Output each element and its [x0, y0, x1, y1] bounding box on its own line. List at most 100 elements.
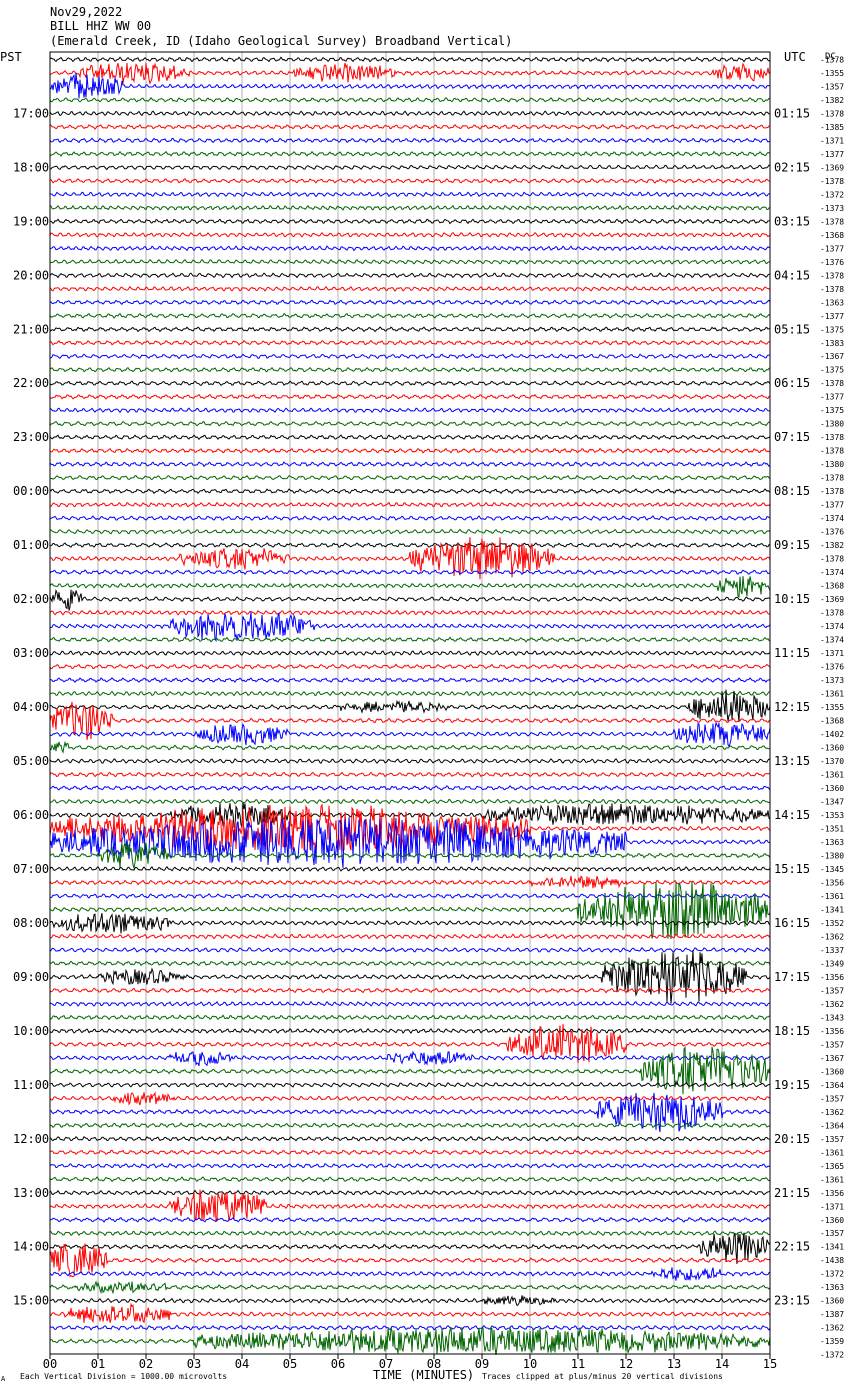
trace-row-58 — [49, 817, 771, 868]
dc-offset-label: -1362 — [820, 1108, 844, 1117]
x-tick-label: 12 — [619, 1357, 633, 1371]
right-hour-label: 23:15 — [774, 1294, 810, 1308]
dc-offset-label: -1345 — [820, 865, 844, 874]
trace-row-6 — [49, 137, 771, 144]
x-tick-label: 07 — [379, 1357, 393, 1371]
trace-row-23 — [49, 366, 771, 373]
trace-row-30 — [49, 461, 771, 468]
trace-row-88 — [49, 1232, 771, 1264]
dc-offset-label: -1378 — [820, 285, 844, 294]
right-hour-label: 17:15 — [774, 970, 810, 984]
right-hour-label: 01:15 — [774, 106, 810, 120]
dc-offset-label: -1341 — [820, 905, 844, 914]
trace-row-26 — [49, 407, 771, 414]
right-hour-label: 04:15 — [774, 268, 810, 282]
dc-offset-label: -1368 — [820, 582, 844, 591]
dc-offset-label: -1356 — [820, 1027, 844, 1036]
left-hour-label: 23:00 — [13, 430, 49, 444]
dc-offset-label: -1353 — [820, 811, 844, 820]
right-hour-label: 21:15 — [774, 1186, 810, 1200]
trace-row-76 — [49, 1081, 770, 1088]
dc-offset-label: -1361 — [820, 771, 844, 780]
dc-offset-label: -1369 — [820, 595, 844, 604]
dc-offset-label: -1377 — [820, 150, 844, 159]
dc-offset-label: -1382 — [820, 96, 844, 105]
trace-row-90 — [49, 1267, 771, 1281]
x-tick-label: 13 — [667, 1357, 681, 1371]
left-hour-label: 03:00 — [13, 646, 49, 660]
trace-row-93 — [49, 1302, 771, 1324]
trace-row-36 — [49, 542, 771, 549]
trace-row-55 — [50, 798, 771, 805]
trace-row-57 — [49, 803, 771, 852]
trace-row-34 — [49, 515, 771, 522]
dc-offset-label: -1368 — [820, 717, 844, 726]
trace-row-33 — [49, 501, 771, 508]
left-hour-label: 11:00 — [13, 1078, 49, 1092]
x-tick-label: 10 — [523, 1357, 537, 1371]
right-hour-label: 18:15 — [774, 1024, 810, 1038]
trace-row-52 — [49, 758, 771, 764]
trace-row-32 — [49, 488, 771, 495]
trace-row-37 — [49, 537, 771, 580]
x-axis-ticks: 00 01 02 03 04 05 06 07 08 09 10 11 12 13 14 15 — [43, 1354, 777, 1371]
dc-offset-label: -1363 — [820, 298, 844, 307]
dc-offset-label: -1343 — [820, 1013, 844, 1022]
x-tick-label: 09 — [475, 1357, 489, 1371]
trace-row-24 — [49, 380, 771, 387]
dc-offset-label: -1367 — [820, 352, 844, 361]
dc-offset-label: -1357 — [820, 1135, 844, 1144]
right-hour-label: 13:15 — [774, 754, 810, 768]
dc-offset-label: -1376 — [820, 528, 844, 537]
trace-row-38 — [49, 569, 771, 575]
left-hour-label: 07:00 — [13, 862, 49, 876]
x-tick-label: 04 — [235, 1357, 249, 1371]
dc-offset-label: -1362 — [820, 1324, 844, 1333]
dc-offset-label: -1378 — [820, 177, 844, 186]
dc-offset-label: -1372 — [820, 1351, 844, 1360]
trace-row-70 — [49, 1000, 771, 1007]
dc-offset-label: -1373 — [820, 676, 844, 685]
left-hour-label: 15:00 — [13, 1294, 49, 1308]
dc-offset-label: -1402 — [820, 730, 844, 739]
left-hour-label: 13:00 — [13, 1186, 49, 1200]
trace-row-72 — [49, 1027, 771, 1034]
left-hour-label: 18:00 — [13, 160, 49, 174]
seismic-traces — [49, 56, 771, 1355]
left-hour-label: 00:00 — [13, 484, 49, 498]
trace-row-7 — [49, 150, 771, 157]
dc-offset-label: -1357 — [820, 1229, 844, 1238]
dc-offset-label: -1357 — [820, 1040, 844, 1049]
left-hour-label: 02:00 — [13, 592, 49, 606]
trace-row-43 — [49, 636, 771, 643]
right-hour-label: 09:15 — [774, 538, 810, 552]
dc-offset-label: -1374 — [820, 622, 844, 631]
x-tick-label: 08 — [427, 1357, 441, 1371]
trace-row-10 — [49, 191, 771, 198]
dc-offset-label: -1357 — [820, 1094, 844, 1103]
trace-row-49 — [49, 701, 771, 740]
trace-row-4 — [49, 110, 771, 117]
trace-row-85 — [49, 1189, 771, 1223]
trace-row-31 — [49, 474, 771, 481]
dc-offset-label: -1360 — [820, 784, 844, 793]
dc-offset-label: -1378 — [820, 447, 844, 456]
header-description: (Emerald Creek, ID (Idaho Geological Sur… — [50, 34, 512, 48]
trace-row-74 — [49, 1050, 771, 1067]
dc-offset-label: -1357 — [820, 82, 844, 91]
scale-note: Each Vertical Division = 1000.00 microvo… — [20, 1372, 227, 1381]
trace-row-77 — [49, 1091, 771, 1106]
corner-mark: A — [1, 1375, 6, 1383]
x-tick-label: 02 — [139, 1357, 153, 1371]
right-hour-label: 02:15 — [774, 160, 810, 174]
dc-offset-label: -1378 — [820, 379, 844, 388]
trace-row-21 — [49, 339, 771, 346]
dc-offset-label: -1341 — [820, 1243, 844, 1252]
dc-offset-label: -1375 — [820, 325, 844, 334]
trace-row-69 — [49, 987, 771, 994]
dc-offset-label: -1375 — [820, 406, 844, 415]
dc-offset-label: -1374 — [820, 514, 844, 523]
dc-offset-label: -1357 — [820, 986, 844, 995]
dc-offset-label: -1438 — [820, 1256, 844, 1265]
dc-offset-label: -1378 — [820, 217, 844, 226]
